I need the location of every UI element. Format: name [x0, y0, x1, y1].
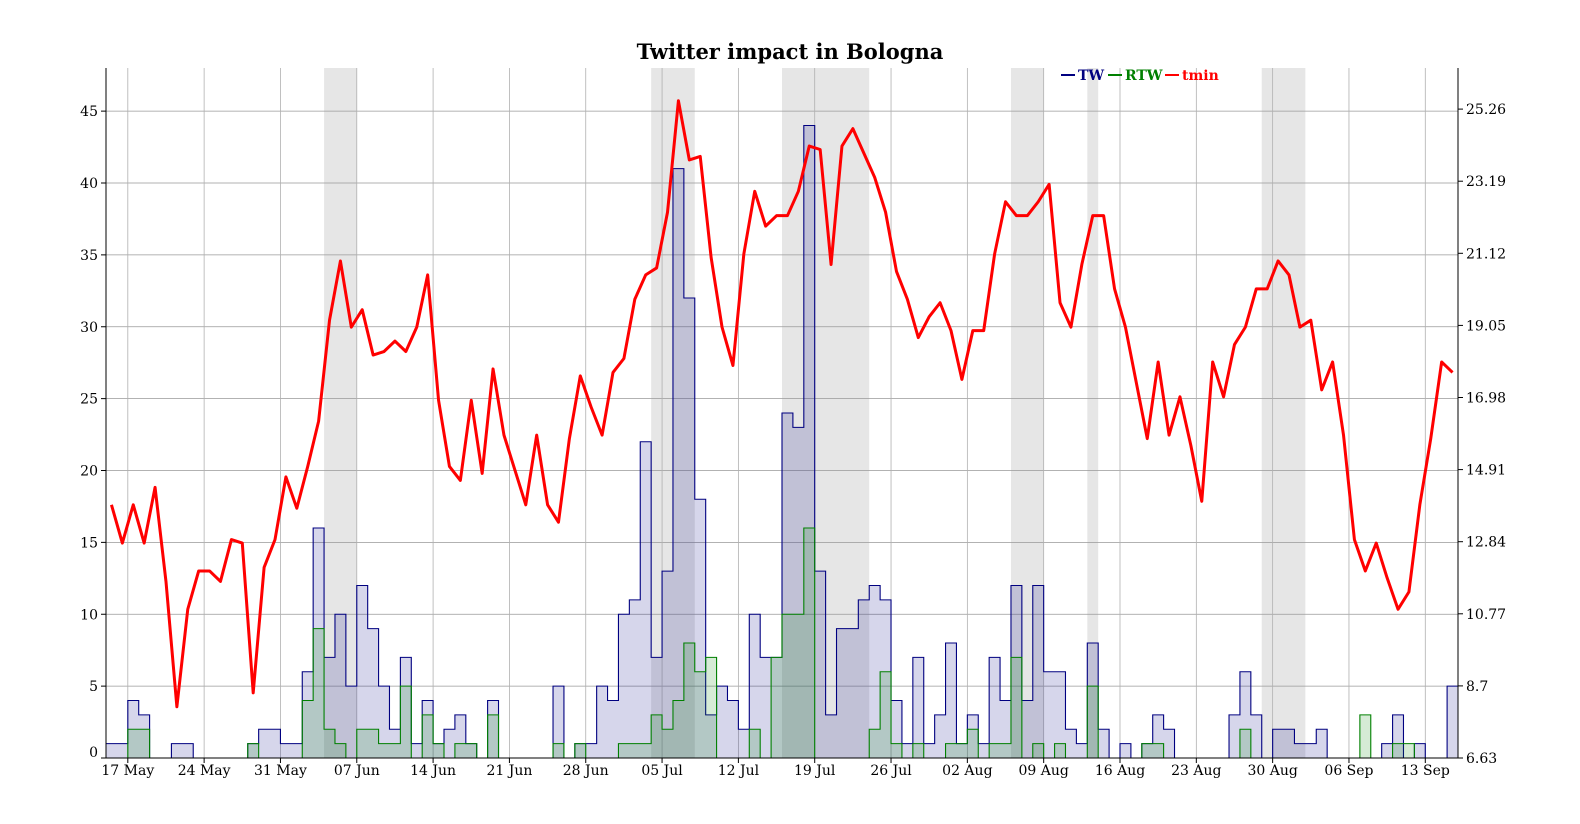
left-tick-label: 35	[80, 248, 98, 264]
bottom-tick-label: 05 Jul	[641, 763, 683, 779]
bottom-tick-label: 13 Sep	[1401, 763, 1450, 779]
right-tick-label: 12.84	[1466, 535, 1506, 551]
left-tick-label: 0	[89, 745, 98, 761]
bottom-tick-label: 26 Jul	[870, 763, 912, 779]
right-tick-label: 6.63	[1466, 751, 1497, 767]
left-tick-label: 20	[80, 464, 98, 480]
left-tick-label: 40	[80, 176, 98, 192]
bottom-tick-label: 30 Aug	[1247, 763, 1297, 779]
legend: TW RTW tmin	[1061, 68, 1219, 84]
bottom-tick-label: 14 Jun	[410, 763, 456, 779]
shaded-period-4	[1087, 68, 1099, 758]
legend-label-tmin: tmin	[1182, 68, 1219, 84]
bottom-tick-label: 23 Aug	[1171, 763, 1221, 779]
right-tick-label: 8.7	[1466, 679, 1488, 695]
bottom-tick-label: 16 Aug	[1095, 763, 1145, 779]
right-tick-label: 14.91	[1466, 463, 1506, 479]
left-tick-label: 5	[89, 679, 98, 695]
right-tick-label: 23.19	[1466, 174, 1506, 190]
left-tick-label: 30	[80, 320, 98, 336]
left-tick-label: 45	[80, 104, 98, 120]
bottom-tick-label: 09 Aug	[1018, 763, 1068, 779]
axes: 0 5 10 15 20 25 30 35 40 45 6.63 8.7 10.77 12.84 14.91…	[80, 68, 1506, 779]
bottom-tick-label: 21 Jun	[486, 763, 532, 779]
right-tick-label: 10.77	[1466, 607, 1506, 623]
right-tick-label: 25.26	[1466, 102, 1506, 118]
bottom-tick-label: 06 Sep	[1324, 763, 1373, 779]
shaded-period-5	[1261, 68, 1306, 758]
right-tick-label: 19.05	[1466, 318, 1506, 334]
bottom-tick-label: 19 Jul	[794, 763, 836, 779]
left-tick-label: 25	[80, 392, 98, 408]
bottom-tick-label: 31 May	[254, 763, 307, 779]
series-line-tmin	[110, 99, 1454, 709]
bottom-tick-label: 02 Aug	[942, 763, 992, 779]
bottom-tick-label: 24 May	[178, 763, 231, 779]
left-tick-label: 15	[80, 535, 98, 551]
legend-label-tw: TW	[1078, 68, 1104, 84]
right-tick-label: 16.98	[1466, 391, 1506, 407]
bottom-tick-label: 17 May	[101, 763, 154, 779]
left-tick-label: 10	[80, 607, 98, 623]
bottom-tick-label: 07 Jun	[334, 763, 380, 779]
legend-label-rtw: RTW	[1125, 68, 1163, 84]
grid-lines	[106, 68, 1458, 758]
bottom-tick-label: 12 Jul	[718, 763, 760, 779]
chart-title: Twitter impact in Bologna	[637, 39, 944, 64]
right-tick-label: 21.12	[1466, 246, 1506, 262]
bottom-tick-label: 28 Jun	[563, 763, 609, 779]
